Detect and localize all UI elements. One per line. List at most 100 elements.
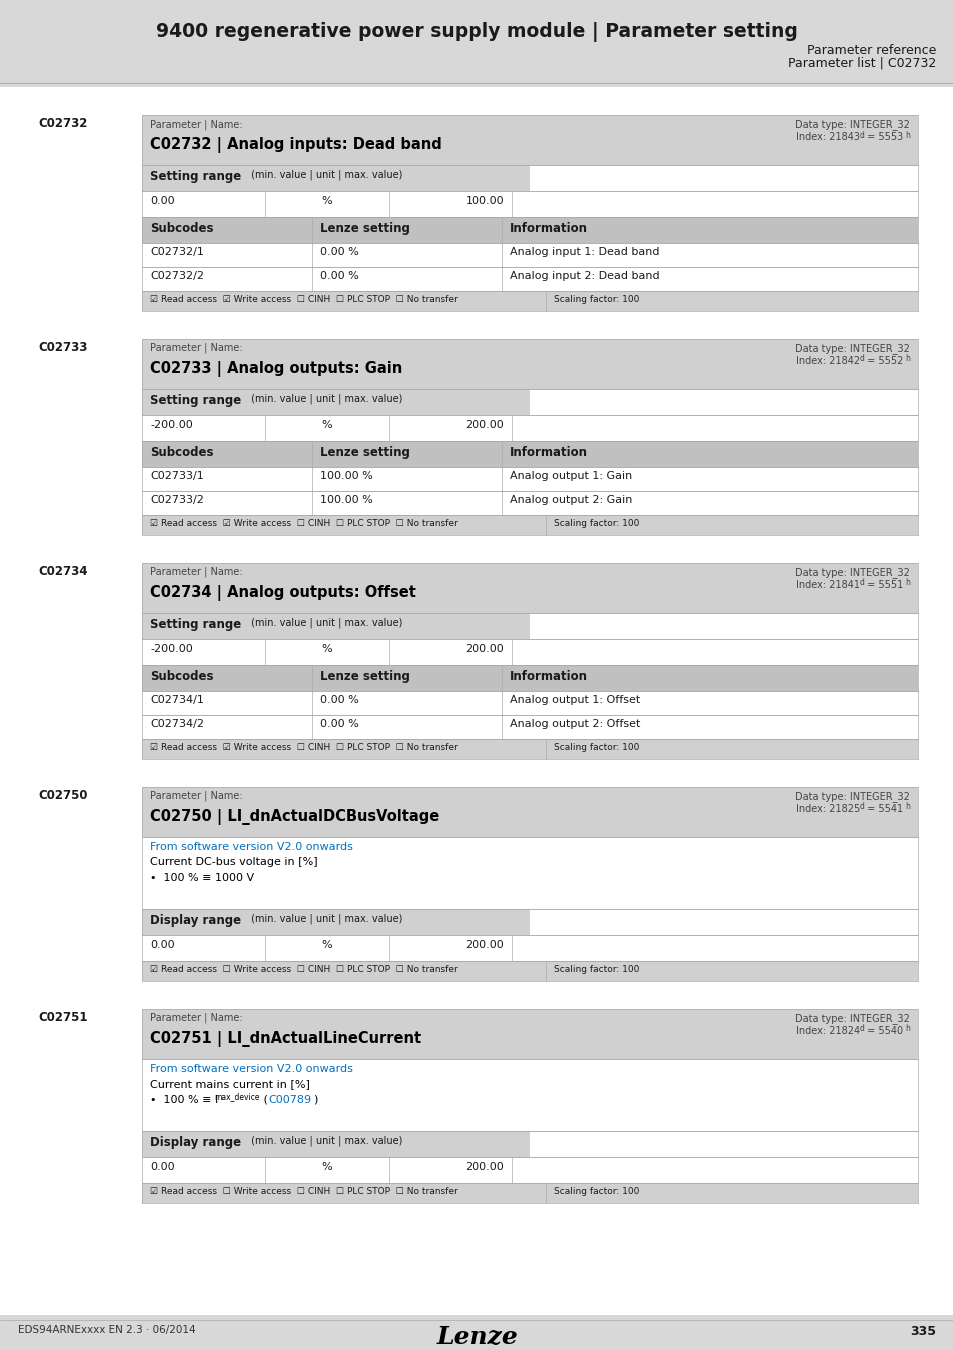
Bar bbox=[530, 909, 917, 936]
Text: C02750 | LI_dnActualDCBusVoltage: C02750 | LI_dnActualDCBusVoltage bbox=[150, 809, 438, 825]
Bar bbox=[142, 115, 917, 165]
Text: 0.00 %: 0.00 % bbox=[319, 695, 358, 705]
Text: Data type: INTEGER_32: Data type: INTEGER_32 bbox=[794, 1012, 909, 1023]
Text: = 5553: = 5553 bbox=[862, 132, 902, 142]
Text: C02732/1: C02732/1 bbox=[150, 247, 204, 256]
Bar bbox=[142, 613, 530, 639]
Text: EDS94ARNExxxx EN 2.3 · 06/2014: EDS94ARNExxxx EN 2.3 · 06/2014 bbox=[18, 1324, 195, 1335]
Text: C02751: C02751 bbox=[38, 1011, 88, 1025]
Bar bbox=[142, 909, 530, 936]
Text: Analog output 1: Gain: Analog output 1: Gain bbox=[510, 471, 632, 481]
Text: (min. value | unit | max. value): (min. value | unit | max. value) bbox=[247, 170, 401, 181]
Bar bbox=[142, 787, 917, 837]
Bar bbox=[142, 441, 917, 467]
Text: 0.00: 0.00 bbox=[150, 196, 174, 207]
Text: Scaling factor: 100: Scaling factor: 100 bbox=[553, 296, 639, 304]
Bar bbox=[512, 190, 917, 217]
Text: Lenze setting: Lenze setting bbox=[319, 670, 410, 683]
Text: -200.00: -200.00 bbox=[150, 420, 193, 431]
Bar bbox=[142, 738, 917, 759]
Text: d: d bbox=[860, 802, 864, 811]
Text: 335: 335 bbox=[909, 1324, 935, 1338]
Bar bbox=[142, 1157, 512, 1183]
Bar bbox=[142, 639, 512, 666]
Bar bbox=[142, 691, 917, 716]
Bar bbox=[142, 961, 917, 981]
Text: ☑ Read access  ☑ Write access  ☐ CINH  ☐ PLC STOP  ☐ No transfer: ☑ Read access ☑ Write access ☐ CINH ☐ PL… bbox=[150, 743, 457, 752]
Text: h: h bbox=[904, 802, 909, 811]
Bar bbox=[530, 613, 917, 639]
Bar bbox=[142, 514, 917, 535]
Bar bbox=[142, 165, 530, 190]
Text: %: % bbox=[321, 1162, 332, 1172]
Bar bbox=[512, 1157, 917, 1183]
Text: h: h bbox=[904, 579, 909, 587]
Bar bbox=[142, 1008, 917, 1058]
Bar bbox=[142, 292, 917, 311]
Text: C02750: C02750 bbox=[38, 788, 88, 802]
Text: 100.00 %: 100.00 % bbox=[319, 471, 373, 481]
Text: = 5551: = 5551 bbox=[862, 580, 902, 590]
Text: = 5541: = 5541 bbox=[863, 805, 902, 814]
Text: Analog output 2: Offset: Analog output 2: Offset bbox=[510, 720, 639, 729]
Text: (min. value | unit | max. value): (min. value | unit | max. value) bbox=[247, 394, 401, 405]
Text: From software version V2.0 onwards: From software version V2.0 onwards bbox=[150, 842, 353, 852]
Text: 9400 regenerative power supply module | Parameter setting: 9400 regenerative power supply module | … bbox=[156, 22, 797, 42]
Text: ☑ Read access  ☐ Write access  ☐ CINH  ☐ PLC STOP  ☐ No transfer: ☑ Read access ☐ Write access ☐ CINH ☐ PL… bbox=[150, 1187, 457, 1196]
Text: Subcodes: Subcodes bbox=[150, 446, 213, 459]
Text: 0.00 %: 0.00 % bbox=[319, 247, 358, 256]
Text: %: % bbox=[321, 644, 332, 653]
Text: d: d bbox=[860, 355, 864, 363]
Text: 200.00: 200.00 bbox=[465, 644, 503, 653]
Text: Analog input 2: Dead band: Analog input 2: Dead band bbox=[510, 271, 659, 281]
Text: -200.00: -200.00 bbox=[150, 644, 193, 653]
Text: Data type: INTEGER_32: Data type: INTEGER_32 bbox=[794, 567, 909, 578]
Text: C02733/2: C02733/2 bbox=[150, 495, 204, 505]
Text: d: d bbox=[860, 1025, 864, 1034]
Text: = 5540: = 5540 bbox=[863, 1026, 902, 1035]
Text: Setting range: Setting range bbox=[150, 394, 241, 406]
Text: 0.00 %: 0.00 % bbox=[319, 720, 358, 729]
Text: 0.00: 0.00 bbox=[150, 940, 174, 950]
Bar bbox=[142, 666, 917, 691]
Text: d: d bbox=[860, 579, 864, 587]
Bar bbox=[530, 1131, 917, 1157]
Text: Analog output 2: Gain: Analog output 2: Gain bbox=[510, 495, 632, 505]
Text: Parameter | Name:: Parameter | Name: bbox=[150, 343, 242, 354]
Text: (min. value | unit | max. value): (min. value | unit | max. value) bbox=[247, 1135, 401, 1146]
Text: C02734 | Analog outputs: Offset: C02734 | Analog outputs: Offset bbox=[150, 585, 416, 601]
Text: (min. value | unit | max. value): (min. value | unit | max. value) bbox=[247, 914, 401, 925]
Bar bbox=[142, 1183, 917, 1203]
Text: ☑ Read access  ☑ Write access  ☐ CINH  ☐ PLC STOP  ☐ No transfer: ☑ Read access ☑ Write access ☐ CINH ☐ PL… bbox=[150, 518, 457, 528]
Text: 0.00 %: 0.00 % bbox=[319, 271, 358, 281]
Text: max_device: max_device bbox=[213, 1092, 259, 1102]
Text: Display range: Display range bbox=[150, 1135, 241, 1149]
Text: 200.00: 200.00 bbox=[465, 420, 503, 431]
Bar bbox=[142, 339, 917, 389]
Bar bbox=[142, 243, 917, 267]
Text: Parameter | Name:: Parameter | Name: bbox=[150, 119, 242, 130]
Text: Scaling factor: 100: Scaling factor: 100 bbox=[553, 743, 639, 752]
Bar bbox=[142, 414, 512, 441]
Text: Data type: INTEGER_32: Data type: INTEGER_32 bbox=[794, 791, 909, 802]
Text: Lenze setting: Lenze setting bbox=[319, 446, 410, 459]
Text: Data type: INTEGER_32: Data type: INTEGER_32 bbox=[794, 343, 909, 354]
Text: Analog input 1: Dead band: Analog input 1: Dead band bbox=[510, 247, 659, 256]
Text: %: % bbox=[321, 940, 332, 950]
Text: 100.00: 100.00 bbox=[465, 196, 503, 207]
Text: = 5552: = 5552 bbox=[862, 356, 902, 366]
Text: Analog output 1: Offset: Analog output 1: Offset bbox=[510, 695, 639, 705]
Text: C02734/1: C02734/1 bbox=[150, 695, 204, 705]
Bar bbox=[142, 1058, 917, 1131]
Text: Setting range: Setting range bbox=[150, 618, 241, 630]
Text: Parameter list | C02732: Parameter list | C02732 bbox=[787, 57, 935, 69]
Bar bbox=[142, 716, 917, 738]
Text: Index: 21842: Index: 21842 bbox=[795, 356, 859, 366]
Text: h: h bbox=[904, 355, 909, 363]
Text: (min. value | unit | max. value): (min. value | unit | max. value) bbox=[247, 618, 401, 629]
Text: Information: Information bbox=[510, 670, 587, 683]
Text: C02732/2: C02732/2 bbox=[150, 271, 204, 281]
Bar bbox=[142, 1131, 530, 1157]
Text: C02734/2: C02734/2 bbox=[150, 720, 204, 729]
Text: C02733: C02733 bbox=[38, 342, 88, 354]
